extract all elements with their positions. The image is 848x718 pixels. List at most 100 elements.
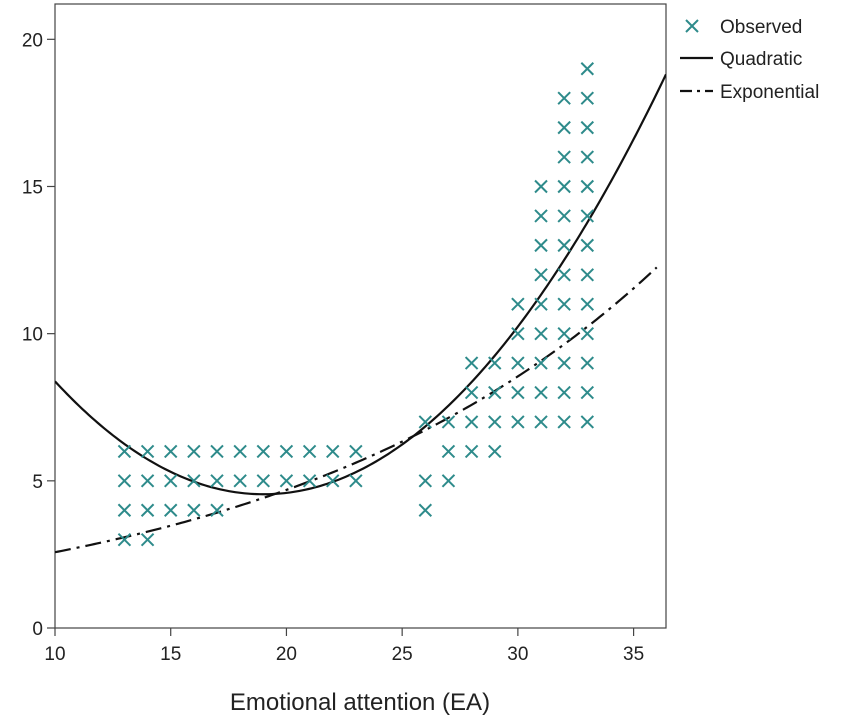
observed-point	[580, 62, 595, 76]
x-tick-label: 25	[392, 644, 413, 665]
observed-point	[464, 415, 479, 429]
observed-point	[349, 474, 363, 488]
observed-point	[534, 179, 548, 194]
observed-point	[140, 444, 155, 459]
observed-point	[534, 268, 548, 282]
y-tick-label: 5	[32, 472, 43, 493]
observed-point	[534, 415, 548, 429]
y-tick-label: 20	[22, 30, 43, 51]
observed-point	[418, 474, 433, 488]
observed-point	[302, 444, 317, 459]
observed-point	[557, 415, 571, 429]
observed-point	[580, 209, 595, 223]
observed-points	[117, 62, 595, 547]
observed-point	[256, 474, 271, 488]
observed-point	[534, 326, 548, 341]
legend-label-quadratic: Quadratic	[720, 49, 802, 70]
observed-point	[117, 532, 132, 547]
observed-point	[464, 385, 479, 400]
observed-point	[187, 503, 201, 517]
observed-point	[580, 297, 595, 311]
quadratic-fit-line	[55, 73, 666, 496]
observed-point	[580, 150, 595, 164]
observed-point	[557, 297, 571, 311]
observed-point	[164, 444, 178, 459]
observed-point	[557, 120, 571, 135]
observed-point	[580, 415, 595, 429]
observed-point	[580, 120, 595, 135]
observed-point	[534, 238, 548, 253]
observed-point	[326, 474, 340, 488]
observed-point	[580, 91, 595, 105]
observed-point	[164, 474, 178, 488]
observed-point	[580, 179, 595, 194]
x-tick-label: 15	[160, 644, 181, 665]
observed-point	[279, 444, 294, 459]
observed-point	[140, 532, 155, 547]
observed-point	[256, 444, 271, 459]
observed-point	[187, 444, 201, 459]
x-axis: 10 15 20 25 30 35	[44, 628, 644, 665]
observed-point	[187, 474, 201, 488]
legend-label-observed: Observed	[720, 17, 802, 38]
observed-point	[233, 444, 247, 459]
observed-point	[488, 415, 502, 429]
observed-point	[557, 179, 571, 194]
observed-point	[511, 356, 525, 370]
observed-point	[534, 356, 548, 370]
observed-point	[557, 385, 571, 400]
observed-point	[418, 503, 433, 517]
observed-point	[580, 326, 595, 341]
observed-point	[557, 209, 571, 223]
observed-point	[117, 503, 132, 517]
observed-point	[488, 444, 502, 459]
observed-point	[511, 326, 525, 341]
legend-marker-observed	[685, 19, 699, 33]
observed-point	[279, 474, 294, 488]
exponential-fit-line	[55, 266, 658, 554]
observed-point	[441, 415, 456, 429]
x-tick-label: 20	[276, 644, 297, 665]
observed-point	[117, 444, 132, 459]
legend: Observed Quadratic Exponential	[680, 17, 819, 103]
observed-point	[534, 209, 548, 223]
x-tick-label: 10	[44, 644, 65, 665]
fit-curves	[55, 73, 666, 554]
observed-point	[441, 474, 456, 488]
x-tick-label: 30	[507, 644, 528, 665]
observed-point	[117, 474, 132, 488]
observed-point	[302, 474, 317, 488]
observed-point	[534, 297, 548, 311]
observed-point	[210, 444, 224, 459]
y-tick-label: 0	[32, 619, 43, 640]
plot-frame	[54, 3, 667, 629]
x-axis-title: Emotional attention (EA)	[230, 689, 490, 716]
observed-point	[164, 503, 178, 517]
y-tick-label: 10	[22, 325, 43, 346]
observed-point	[210, 503, 224, 517]
x-tick-label: 35	[623, 644, 644, 665]
observed-point	[233, 474, 247, 488]
observed-point	[580, 385, 595, 400]
observed-point	[210, 474, 224, 488]
observed-point	[580, 238, 595, 253]
observed-point	[464, 356, 479, 370]
observed-point	[557, 356, 571, 370]
observed-point	[511, 385, 525, 400]
observed-point	[557, 268, 571, 282]
observed-point	[488, 385, 502, 400]
observed-point	[140, 474, 155, 488]
observed-point	[464, 444, 479, 459]
y-axis: 0 5 10 15 20	[22, 30, 55, 640]
observed-point	[140, 503, 155, 517]
observed-point	[488, 356, 502, 370]
observed-point	[441, 444, 456, 459]
observed-point	[511, 297, 525, 311]
observed-point	[557, 326, 571, 341]
observed-point	[349, 444, 363, 459]
observed-point	[557, 91, 571, 105]
legend-label-exponential: Exponential	[720, 82, 819, 103]
observed-point	[557, 150, 571, 164]
observed-point	[418, 415, 433, 429]
